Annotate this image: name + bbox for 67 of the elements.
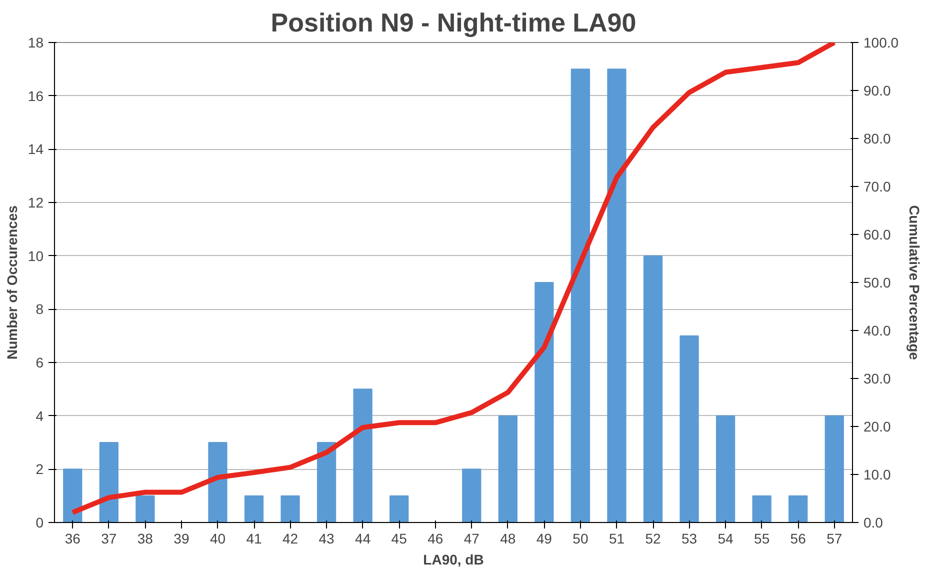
- bar: [607, 68, 626, 522]
- y2-tick-label: 10.0: [864, 466, 891, 482]
- bar: [824, 415, 844, 522]
- y2-tick-label: 20.0: [864, 418, 891, 434]
- x-tick-label: 52: [645, 530, 661, 546]
- y2-tick-label: 90.0: [864, 82, 891, 98]
- bar: [63, 468, 82, 522]
- y-tick-label: 10: [28, 248, 44, 264]
- bar: [280, 495, 300, 522]
- bar: [788, 495, 808, 522]
- y2-axis-title: Cumulative Percentage: [906, 205, 923, 360]
- bar: [316, 442, 336, 522]
- y2-tick-label: 80.0: [864, 130, 891, 146]
- bar: [534, 282, 554, 522]
- x-tick-label: 46: [428, 530, 444, 546]
- x-axis-title: LA90, dB: [423, 552, 484, 568]
- bar: [390, 495, 409, 522]
- y2-tick-label: 100.0: [864, 34, 899, 50]
- x-tick-label: 57: [826, 530, 842, 546]
- x-tick-label: 53: [681, 530, 698, 546]
- x-tick-label: 47: [464, 530, 480, 546]
- x-tick-label: 42: [282, 530, 298, 546]
- x-tick-label: 38: [137, 530, 154, 546]
- x-tick-label: 37: [101, 530, 117, 546]
- x-tick-label: 49: [536, 530, 552, 546]
- x-tick-label: 50: [572, 530, 588, 546]
- y-tick-label: 4: [36, 408, 44, 424]
- y2-tick-label: 50.0: [864, 274, 891, 290]
- y-tick-label: 12: [28, 194, 44, 210]
- bar: [680, 335, 699, 522]
- y-tick-label: 0: [36, 514, 44, 530]
- bar: [716, 415, 736, 522]
- y2-tick-label: 30.0: [864, 370, 891, 386]
- x-tick-label: 55: [754, 530, 770, 546]
- y-axis-title: Number of Occurences: [4, 205, 20, 360]
- bar: [244, 495, 264, 522]
- x-tick-label: 36: [64, 530, 81, 546]
- bar: [208, 442, 228, 522]
- bar: [462, 468, 482, 522]
- y-tick-label: 6: [36, 354, 44, 370]
- x-tick-label: 39: [174, 530, 190, 546]
- y-tick-label: 14: [28, 141, 44, 158]
- bar: [498, 415, 518, 522]
- x-tick-label: 43: [318, 530, 335, 546]
- bar: [570, 68, 590, 522]
- x-tick-label: 44: [355, 530, 371, 546]
- x-tick-label: 40: [210, 530, 226, 546]
- bar: [136, 495, 155, 522]
- x-tick-label: 48: [500, 530, 516, 546]
- x-tick-label: 45: [391, 530, 408, 546]
- y2-tick-label: 70.0: [864, 178, 891, 194]
- bar: [752, 495, 772, 522]
- bar: [99, 442, 118, 522]
- x-tick-label: 51: [608, 530, 625, 546]
- y-tick-label: 18: [28, 34, 44, 50]
- x-tick-label: 41: [246, 530, 262, 546]
- bar: [353, 388, 372, 522]
- y-tick-label: 16: [28, 88, 44, 104]
- y2-tick-label: 40.0: [864, 322, 891, 338]
- y-tick-label: 2: [36, 461, 44, 478]
- chart-title: Position N9 - Night-time LA90: [270, 8, 636, 38]
- bar: [643, 255, 663, 522]
- x-tick-label: 54: [718, 530, 734, 546]
- y2-tick-label: 60.0: [864, 226, 891, 242]
- x-tick-label: 56: [790, 530, 806, 546]
- y-tick-label: 8: [36, 301, 44, 318]
- y2-tick-label: 0.0: [864, 514, 884, 530]
